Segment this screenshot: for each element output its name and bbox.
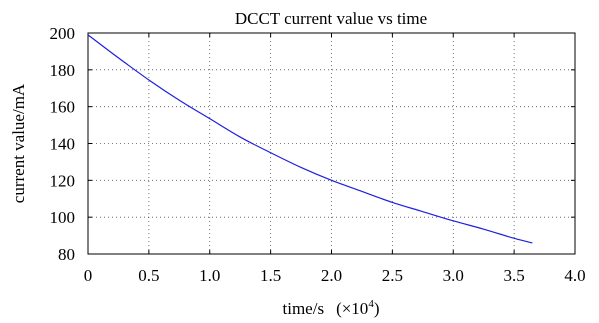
x-axis-exponent: 4 bbox=[368, 298, 374, 310]
y-tick-label: 160 bbox=[50, 98, 76, 117]
y-tick-label: 140 bbox=[50, 135, 76, 154]
x-tick-labels: 0 0.5 1.0 1.5 2.0 2.5 3.0 3.5 4.0 bbox=[84, 266, 586, 285]
x-tick-label: 1.0 bbox=[199, 266, 220, 285]
grid bbox=[88, 33, 575, 254]
chart-title: DCCT current value vs time bbox=[235, 9, 427, 28]
y-axis-label: current value/mA bbox=[9, 83, 28, 203]
y-tick-labels: 80 100 120 140 160 180 200 bbox=[50, 24, 76, 264]
x-tick-label: 0 bbox=[84, 266, 93, 285]
y-tick-label: 100 bbox=[50, 208, 76, 227]
x-tick-label: 2.0 bbox=[321, 266, 342, 285]
x-tick-label: 2.5 bbox=[382, 266, 403, 285]
y-tick-label: 120 bbox=[50, 171, 76, 190]
x-axis-label-text: time/s bbox=[283, 299, 325, 318]
series-layer bbox=[87, 34, 533, 244]
plot-frame bbox=[87, 32, 576, 255]
x-axis-close: ) bbox=[374, 299, 380, 318]
x-tick-label: 3.5 bbox=[504, 266, 525, 285]
x-tick-label: 4.0 bbox=[564, 266, 585, 285]
y-tick-label: 200 bbox=[50, 24, 76, 43]
series-line bbox=[87, 34, 533, 244]
axis-ticks bbox=[87, 32, 576, 255]
y-tick-label: 80 bbox=[58, 245, 75, 264]
x-axis-multiplier: (×10 bbox=[336, 299, 368, 318]
x-tick-label: 1.5 bbox=[260, 266, 281, 285]
x-tick-label: 0.5 bbox=[138, 266, 159, 285]
x-axis-label: time/s (×104) bbox=[283, 298, 380, 318]
y-tick-label: 180 bbox=[50, 61, 76, 80]
x-tick-label: 3.0 bbox=[443, 266, 464, 285]
